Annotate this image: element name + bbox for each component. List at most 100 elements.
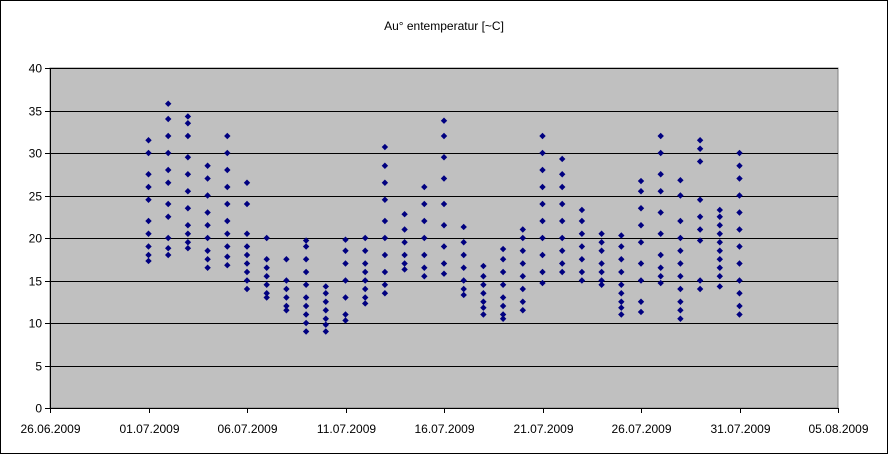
data-point [578,243,586,250]
data-point [401,239,408,246]
data-point [263,273,270,280]
data-point [302,302,310,310]
data-point [559,247,566,254]
data-point [283,302,290,310]
data-point [716,206,723,214]
data-point [657,171,664,178]
data-point [637,177,645,185]
data-point [637,239,645,246]
data-point [716,247,723,254]
data-point [401,226,408,233]
data-point [184,230,192,237]
data-point [224,217,231,225]
x-tick-label: 06.07.2009 [217,422,277,436]
data-point [204,209,211,216]
data-point [184,113,192,120]
data-point [165,179,172,186]
data-point [165,149,172,157]
data-point [736,192,743,199]
data-point [204,264,211,271]
data-point [440,200,448,208]
data-point [224,230,231,237]
data-point [421,251,428,259]
data-point [657,230,664,237]
data-point [736,209,743,216]
data-point [145,149,152,157]
data-point [224,262,231,269]
data-point [480,311,487,318]
data-point [519,307,526,314]
y-tick-label: 40 [29,62,43,76]
data-point [519,234,526,242]
data-point [677,234,684,242]
data-point [736,260,743,267]
data-point [440,175,448,182]
data-point [302,243,310,250]
data-point [224,166,231,174]
data-point [283,285,290,293]
data-point [184,188,192,195]
data-point [381,268,389,276]
data-point [499,256,507,263]
data-point [322,328,329,335]
data-point [302,237,310,244]
data-point [657,251,664,259]
data-point [559,155,566,163]
data-point [559,171,566,178]
data-point [539,268,546,276]
data-point [657,149,664,157]
data-point [578,268,586,276]
data-point [598,268,605,276]
data-point [677,247,684,254]
data-point [145,196,152,203]
data-point [499,315,507,322]
data-point [696,145,704,152]
data-point [578,217,586,225]
data-point [302,268,310,276]
data-point [145,257,152,265]
data-point [184,222,192,229]
data-point [362,260,369,267]
data-point [539,279,546,287]
data-point [480,290,487,297]
data-point [618,304,625,311]
data-point [381,143,389,151]
data-point [559,260,566,267]
data-point [677,217,684,225]
data-point [184,154,192,161]
data-point [184,205,192,212]
data-point [243,200,251,208]
data-point [342,260,349,267]
data-point [677,285,684,293]
data-point [184,239,192,246]
data-point [204,192,211,199]
data-point [440,260,448,267]
data-point [696,213,704,220]
chart-title: Au° entemperatur [~C] [384,19,504,33]
data-point [302,311,310,318]
data-point [184,132,192,140]
data-point [243,285,251,293]
data-point [283,307,290,314]
data-point [165,200,172,208]
data-point [401,211,408,218]
data-point [165,115,172,123]
data-point [657,209,664,216]
data-point [421,217,428,225]
x-tick-label: 16.07.2009 [414,422,474,436]
y-tick-label: 20 [29,232,43,246]
data-point [578,230,586,237]
data-point [165,100,172,107]
data-point [559,200,566,208]
data-point [224,200,231,208]
data-point [696,277,704,284]
data-point [736,226,743,233]
data-point [736,149,743,157]
data-point [618,281,625,288]
x-tick-label: 26.06.2009 [20,422,80,436]
y-tick-label: 10 [29,317,43,331]
data-point [539,132,546,140]
data-point [440,243,448,250]
data-point [598,239,605,246]
data-point [736,311,743,318]
